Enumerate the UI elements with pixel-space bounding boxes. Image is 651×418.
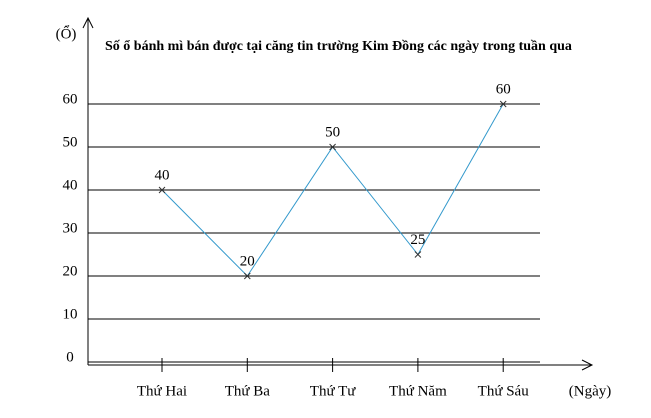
x-tick-label: Thứ Ba <box>225 383 271 399</box>
x-tick-label: Thứ Sáu <box>478 383 530 399</box>
y-axis-label: (Ổ) <box>56 24 77 42</box>
x-axis-label: (Ngày) <box>569 383 611 399</box>
marker <box>414 251 422 258</box>
y-tick-label: 40 <box>63 177 78 193</box>
marker <box>329 143 336 151</box>
y-tick-label: 30 <box>63 220 78 236</box>
value-label: 50 <box>325 124 340 140</box>
y-tick-label: 50 <box>63 134 78 150</box>
marker <box>158 186 166 194</box>
x-tick-label: Thứ Năm <box>389 383 447 399</box>
value-label: 25 <box>410 232 425 248</box>
x-arrow <box>581 359 594 371</box>
chart-title: Số ổ bánh mì bán được tại căng tin trườn… <box>105 39 572 54</box>
marker <box>499 100 507 108</box>
value-label: 20 <box>240 253 255 269</box>
y-tick-label: 20 <box>63 263 78 279</box>
value-label: 60 <box>496 81 511 97</box>
y-tick-label: 0 <box>66 349 74 365</box>
y-tick-label: 10 <box>63 306 78 322</box>
value-label: 40 <box>155 167 170 183</box>
y-tick-label: 60 <box>63 91 78 107</box>
y-arrow <box>82 16 94 29</box>
x-tick-label: Thứ Tư <box>310 383 356 399</box>
marker <box>243 272 251 280</box>
x-tick-label: Thứ Hai <box>137 383 187 399</box>
